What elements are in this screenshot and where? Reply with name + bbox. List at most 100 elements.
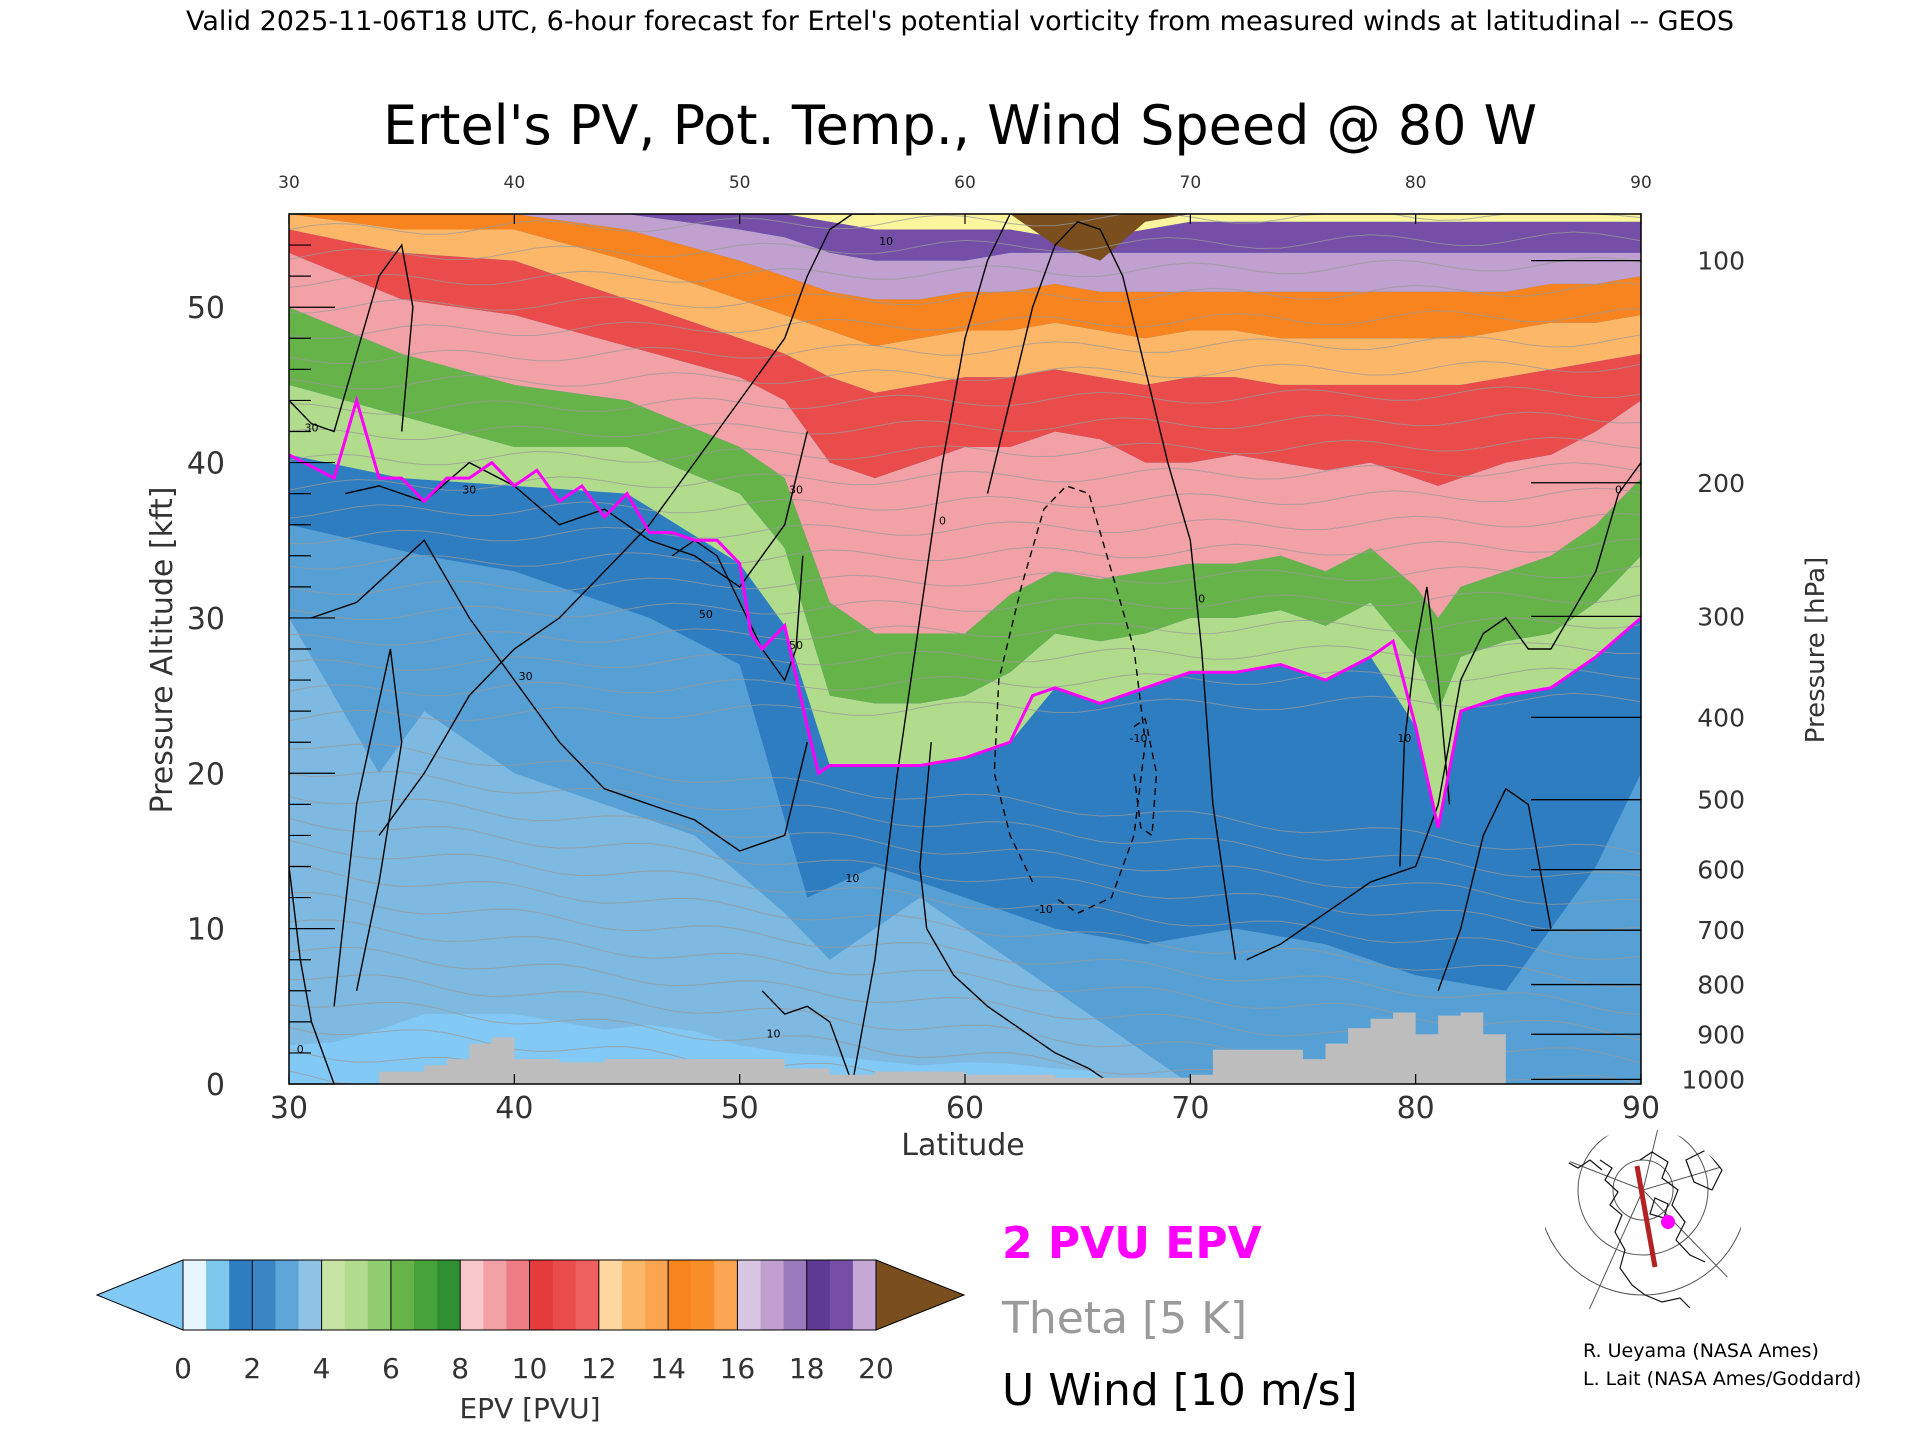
coastline-west bbox=[1599, 1159, 1691, 1309]
colorbar-tick-label: 8 bbox=[451, 1352, 469, 1385]
theta-isentrope bbox=[289, 591, 1641, 621]
x-axis-label: Latitude bbox=[901, 1128, 1024, 1163]
theta-isentrope bbox=[289, 282, 1641, 314]
epv-band-0-5-pvu bbox=[289, 617, 1191, 1084]
theta-isentrope bbox=[289, 1002, 1641, 1084]
theta-isentrope bbox=[289, 487, 1641, 519]
x-tick-label-top: 80 bbox=[1405, 173, 1427, 193]
x-tick-label: 40 bbox=[495, 1091, 533, 1126]
wind-contour-label: -10 bbox=[1130, 732, 1148, 745]
theta-isentrope bbox=[289, 616, 1641, 646]
y-axis-label: Pressure Altitude [kft] bbox=[145, 487, 180, 814]
legend-theta: Theta [5 K] bbox=[1001, 1293, 1247, 1344]
wind-contour-c10c bbox=[1399, 586, 1451, 867]
colorbar-cell bbox=[206, 1260, 230, 1330]
pressure-tick-label: 400 bbox=[1697, 703, 1745, 732]
wind-contour-label: 10 bbox=[1397, 732, 1411, 745]
colorbar-cell bbox=[460, 1260, 484, 1330]
colorbar-cell bbox=[229, 1260, 253, 1330]
pressure-tick-label: 200 bbox=[1697, 469, 1745, 498]
pressure-tick-label: 1000 bbox=[1681, 1065, 1745, 1094]
colorbar-tick-label: 18 bbox=[789, 1352, 825, 1385]
graticule-ring bbox=[1612, 1159, 1674, 1221]
x-tick-label-top: 50 bbox=[729, 173, 751, 193]
theta-isentrope bbox=[289, 796, 1641, 906]
wind-contour-label: 0 bbox=[1198, 592, 1205, 605]
credit-line-1: R. Ueyama (NASA Ames) bbox=[1583, 1340, 1819, 1362]
map-coastlines bbox=[1559, 1149, 1723, 1309]
pressure-tick-label: 800 bbox=[1697, 971, 1745, 1000]
credit-line-2: L. Lait (NASA Ames/Goddard) bbox=[1583, 1368, 1861, 1390]
graticule-meridian bbox=[1579, 1189, 1644, 1325]
x-tick-label-top: 90 bbox=[1630, 173, 1652, 193]
x-tick-label-top: 40 bbox=[504, 173, 526, 193]
y-tick-label: 50 bbox=[187, 291, 225, 326]
colorbar-cell bbox=[414, 1260, 438, 1330]
coastline-greenland bbox=[1685, 1149, 1723, 1191]
x-tick-label: 80 bbox=[1397, 1091, 1435, 1126]
wind-contour-cm10b bbox=[1133, 717, 1158, 837]
theta-isentrope bbox=[289, 692, 1641, 722]
wind-contour-label: 10 bbox=[879, 235, 893, 248]
wind-contours bbox=[289, 214, 1641, 1084]
y-tick-label: 10 bbox=[187, 913, 225, 948]
colorbar-cell bbox=[621, 1260, 646, 1330]
theta-isentrope bbox=[289, 743, 1641, 855]
colorbar-cell bbox=[760, 1260, 785, 1330]
pressure-tick-label: 300 bbox=[1697, 602, 1745, 631]
colorbar-cell bbox=[714, 1260, 738, 1330]
colorbar-cell bbox=[668, 1260, 692, 1330]
theta-isentrope bbox=[289, 462, 1641, 491]
graticule-ring bbox=[1545, 1129, 1741, 1296]
colorbar-cell bbox=[737, 1260, 762, 1330]
y-tick-label: 0 bbox=[206, 1068, 225, 1103]
colorbar-cell bbox=[529, 1260, 554, 1330]
wind-contour-label: 0 bbox=[939, 515, 946, 528]
wind-contour-label: 30 bbox=[305, 422, 319, 435]
theta-isentrope bbox=[289, 307, 1641, 339]
epv-band-10-pvu bbox=[289, 214, 1641, 393]
colorbar-cell bbox=[437, 1260, 461, 1330]
wind-contour-label: 0 bbox=[297, 1043, 304, 1056]
colorbar-cell bbox=[252, 1260, 276, 1330]
graticule-meridian bbox=[1642, 1129, 1661, 1191]
coastline-east bbox=[1639, 1151, 1706, 1263]
epv-band-14-pvu bbox=[289, 214, 1641, 300]
y-tick-label: 40 bbox=[187, 447, 225, 482]
wind-contour-label: 10 bbox=[766, 1027, 780, 1040]
colorbar-cell bbox=[183, 1260, 207, 1330]
colorbar-cell bbox=[506, 1260, 531, 1330]
wind-contour-c30b bbox=[345, 431, 808, 588]
pressure-tick-label: 700 bbox=[1697, 916, 1745, 945]
epv-colorbar: 0 2 4 6 8 10 12 14 16 18 20 EPV [PVU] bbox=[95, 1259, 966, 1425]
pressure-tick-label: 100 bbox=[1697, 247, 1745, 276]
wind-contour-c0b bbox=[986, 220, 1237, 960]
colorbar-tick-label: 10 bbox=[512, 1352, 548, 1385]
pressure-axis-label: Pressure [hPa] bbox=[1801, 557, 1831, 744]
location-marker bbox=[1661, 1215, 1675, 1229]
theta-isentrope bbox=[289, 667, 1641, 696]
map-graticule bbox=[1545, 1129, 1741, 1325]
wind-contour-c0a bbox=[919, 742, 1112, 1084]
pressure-tick-label: 900 bbox=[1697, 1020, 1745, 1049]
theta-isentrope bbox=[289, 864, 1641, 988]
graticule-ring bbox=[1577, 1129, 1709, 1256]
colorbar-cell bbox=[575, 1260, 600, 1330]
wind-contour-c30a bbox=[289, 243, 414, 433]
locator-map bbox=[1545, 1129, 1741, 1325]
colorbar-cell bbox=[806, 1260, 831, 1330]
theta-isentrope bbox=[289, 817, 1641, 933]
wind-contour-label: 50 bbox=[789, 639, 803, 652]
map-background bbox=[1545, 1129, 1741, 1325]
colorbar-tick-label: 16 bbox=[720, 1352, 756, 1385]
colorbar-cell bbox=[598, 1260, 623, 1330]
colorbar-cell bbox=[275, 1260, 300, 1330]
wind-contour-label: 0 bbox=[1615, 484, 1622, 497]
pressure-tick-label: 500 bbox=[1697, 786, 1745, 815]
cross-section-line bbox=[1634, 1165, 1658, 1268]
theta-isentrope bbox=[289, 334, 1641, 365]
colorbar-cell bbox=[829, 1260, 854, 1330]
